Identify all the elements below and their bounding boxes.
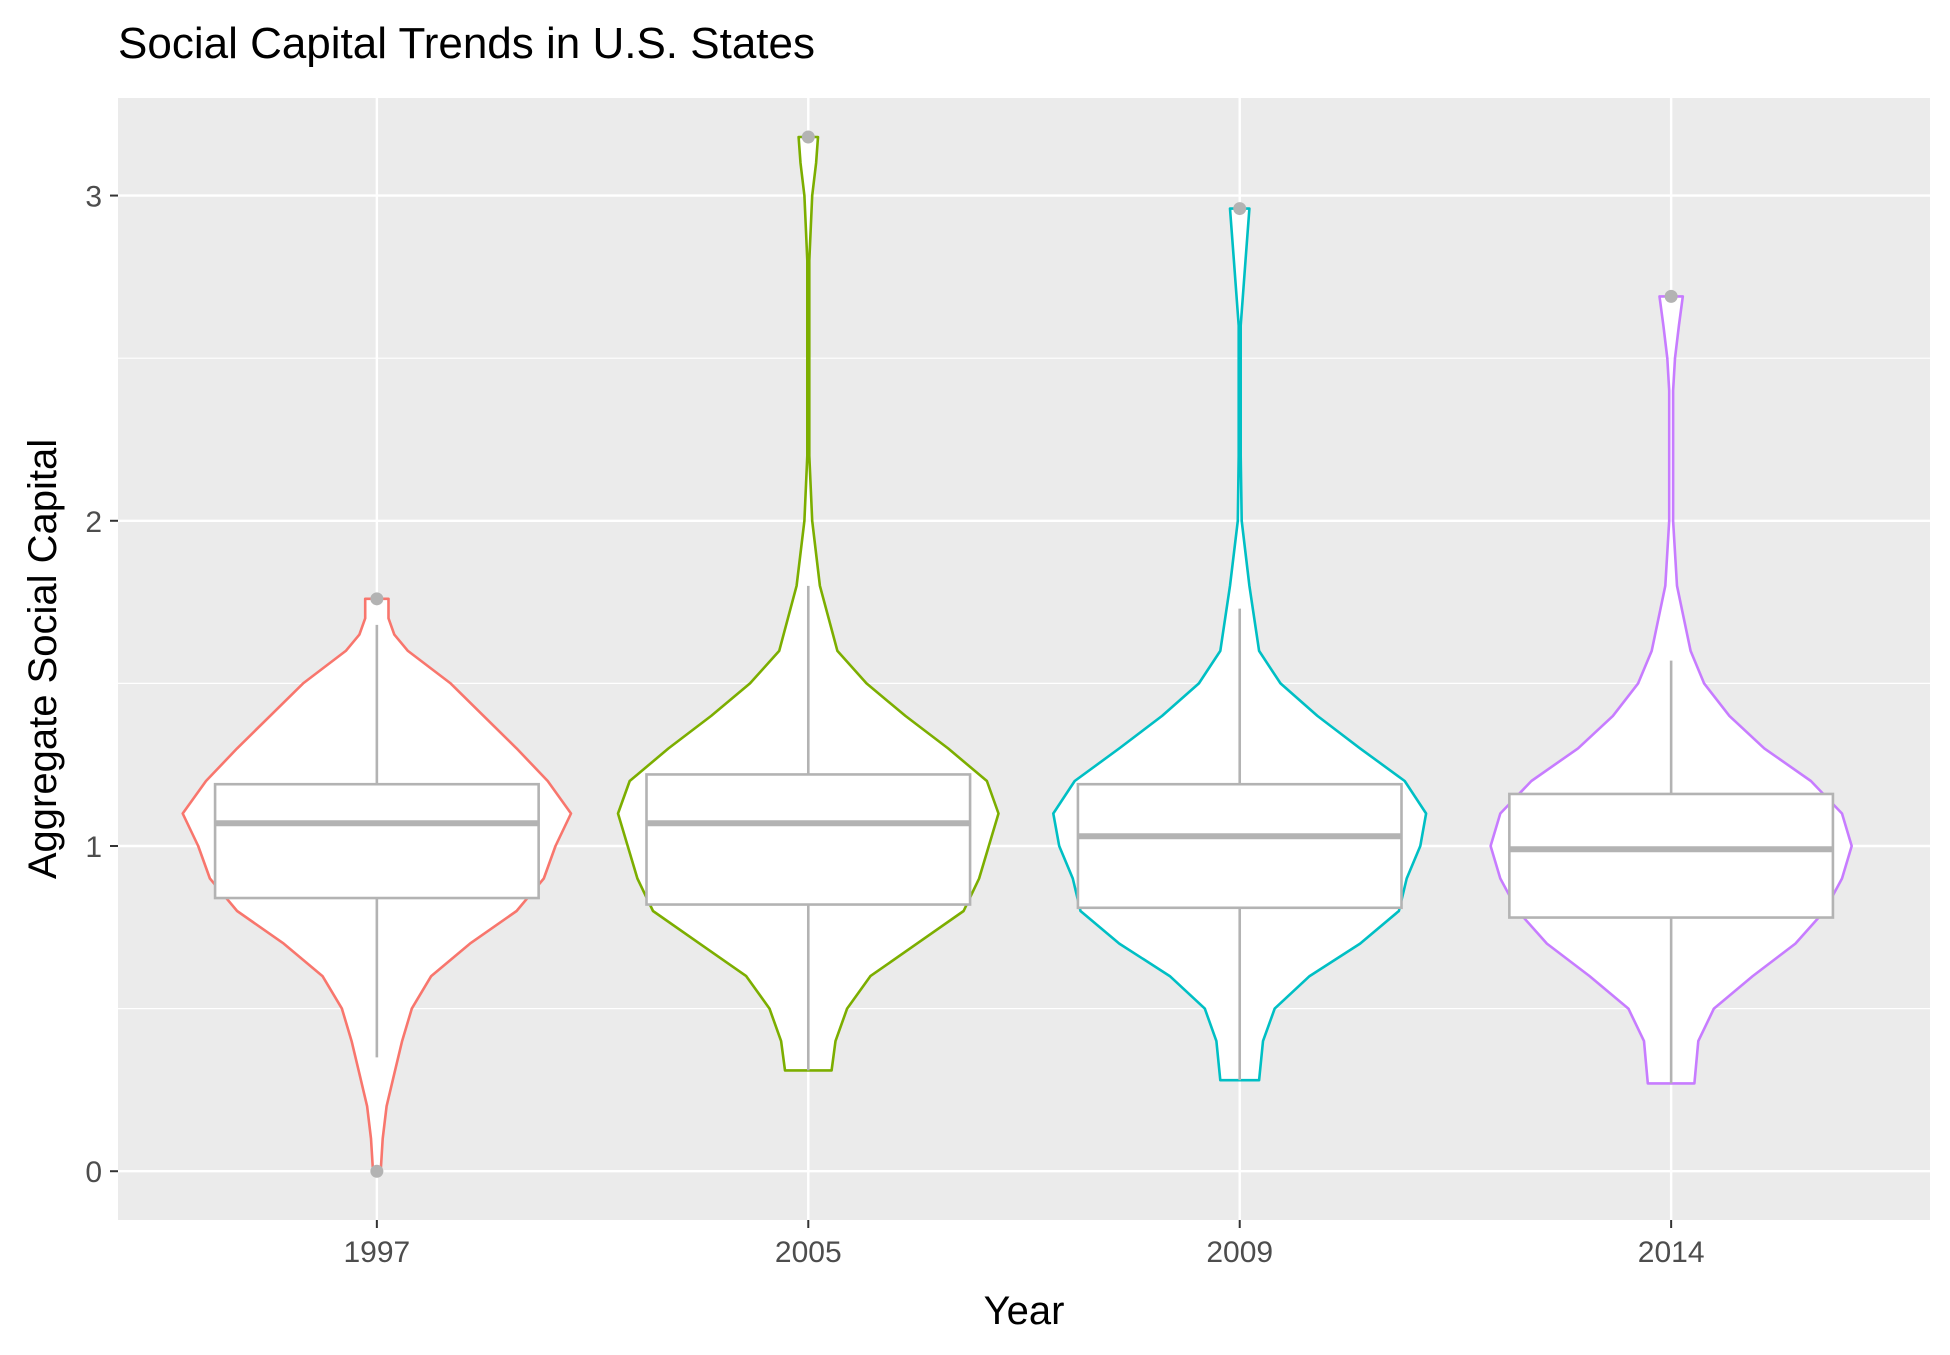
- outlier-point-1997: [370, 1164, 384, 1178]
- y-axis-title: Aggregate Social Capital: [21, 439, 65, 879]
- box-2009: [1076, 782, 1403, 910]
- box-2005: [645, 773, 972, 906]
- boxplots: [213, 585, 1835, 1084]
- outlier-point-2009: [1233, 202, 1247, 216]
- x-tick-label: 2009: [1206, 1236, 1273, 1269]
- chart-title: Social Capital Trends in U.S. States: [118, 19, 815, 68]
- outlier-points: [370, 130, 1678, 1178]
- x-axis-title: Year: [984, 1289, 1065, 1333]
- x-tick-label: 2014: [1638, 1236, 1705, 1269]
- box-1997: [213, 782, 540, 900]
- x-tick-label: 2005: [775, 1236, 842, 1269]
- y-tick-label: 0: [85, 1156, 102, 1189]
- outlier-point-1997: [370, 592, 384, 606]
- outlier-point-2014: [1664, 289, 1678, 303]
- y-tick-label: 3: [85, 181, 102, 214]
- x-axis: 1997 2005 2009 2014: [343, 1220, 1705, 1269]
- y-tick-label: 1: [85, 831, 102, 864]
- outlier-point-2005: [801, 130, 815, 144]
- y-tick-label: 2: [85, 506, 102, 539]
- y-axis: 0 1 2 3: [85, 181, 118, 1189]
- x-tick-label: 1997: [343, 1236, 410, 1269]
- box-2014: [1508, 792, 1835, 919]
